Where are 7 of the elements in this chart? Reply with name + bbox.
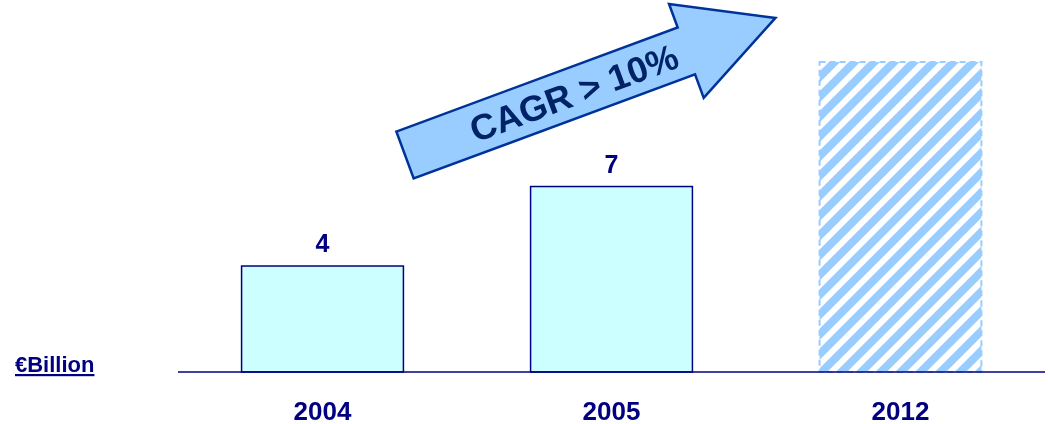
data-label: 4 [315, 229, 330, 258]
x-tick-label: 2005 [582, 396, 641, 424]
y-axis-title: €Billion [15, 352, 95, 377]
x-tick-label: 2012 [871, 396, 930, 424]
data-label: 7 [604, 149, 619, 178]
annotation: CAGR > 10% [464, 35, 684, 151]
x-tick-label: 2004 [293, 396, 352, 424]
